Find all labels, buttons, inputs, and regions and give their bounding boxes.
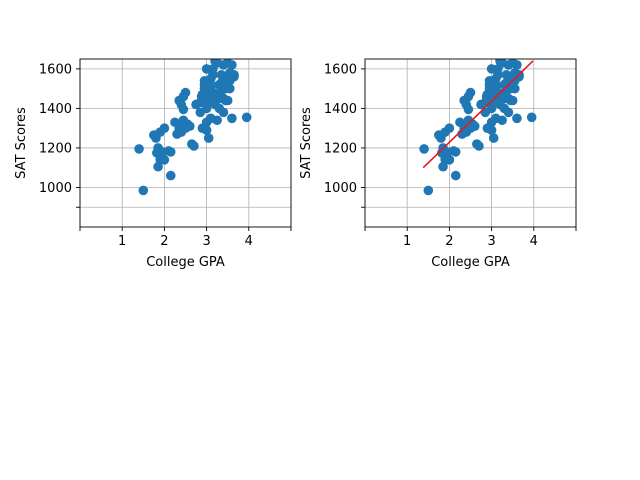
data-point bbox=[189, 141, 199, 151]
data-point bbox=[510, 83, 520, 94]
data-point bbox=[159, 155, 170, 165]
data-point bbox=[134, 144, 144, 154]
data-point bbox=[138, 185, 149, 196]
scatter-plot-right-with-fit: 1 2 3 4 1000 1200 1400 1600 College GPA SAT Score… bbox=[299, 58, 577, 270]
data-point bbox=[201, 64, 212, 74]
data-point bbox=[526, 112, 537, 123]
data-point bbox=[206, 79, 216, 90]
y-axis-label: SAT Scores bbox=[14, 107, 29, 179]
data-point bbox=[227, 113, 237, 124]
data-point bbox=[419, 144, 429, 154]
data-point bbox=[491, 79, 501, 90]
data-point bbox=[423, 185, 434, 196]
data-point bbox=[222, 71, 233, 82]
y-tick-label: 1200 bbox=[324, 141, 357, 156]
data-point bbox=[218, 107, 229, 118]
data-point bbox=[216, 91, 227, 102]
data-point bbox=[165, 147, 176, 157]
data-point bbox=[225, 83, 235, 94]
x-tick-label: 1 bbox=[118, 234, 126, 249]
x-axis-label: College GPA bbox=[431, 255, 510, 270]
y-tick-label: 1200 bbox=[39, 141, 72, 156]
data-point bbox=[241, 112, 252, 123]
data-point bbox=[465, 87, 476, 98]
data-point bbox=[469, 121, 480, 131]
data-point bbox=[153, 161, 163, 172]
data-point bbox=[474, 141, 484, 151]
data-point bbox=[440, 127, 450, 137]
data-point bbox=[497, 115, 507, 126]
data-point bbox=[165, 170, 176, 181]
y-tick-label: 1400 bbox=[39, 102, 72, 117]
x-axis-label: College GPA bbox=[146, 255, 225, 270]
data-point bbox=[450, 170, 461, 181]
x-tick-label: 2 bbox=[160, 234, 168, 249]
y-axis-label: SAT Scores bbox=[299, 107, 314, 179]
data-point bbox=[486, 97, 497, 108]
data-point bbox=[444, 155, 455, 165]
data-point bbox=[201, 97, 212, 108]
data-point bbox=[203, 133, 214, 143]
data-point bbox=[507, 59, 518, 68]
data-points bbox=[134, 59, 252, 196]
data-point bbox=[450, 147, 461, 157]
y-tick-label: 1000 bbox=[324, 181, 357, 196]
y-tick-label: 1600 bbox=[39, 62, 72, 77]
axes-frame bbox=[79, 58, 292, 228]
data-points bbox=[419, 59, 537, 196]
x-tick-label: 4 bbox=[245, 234, 253, 249]
data-point bbox=[155, 127, 165, 137]
data-point bbox=[512, 113, 522, 124]
x-tick-label: 4 bbox=[530, 234, 538, 249]
data-point bbox=[222, 59, 233, 68]
y-tick-label: 1000 bbox=[39, 181, 72, 196]
data-point bbox=[180, 87, 191, 98]
data-point bbox=[501, 91, 512, 102]
scatter-plot-left: 1 2 3 4 1000 1200 1400 1600 College GPA SAT Score… bbox=[14, 58, 292, 270]
data-point bbox=[184, 121, 195, 131]
data-point bbox=[488, 133, 499, 143]
y-tick-label: 1400 bbox=[324, 102, 357, 117]
data-point bbox=[486, 64, 497, 74]
regression-line bbox=[422, 60, 534, 169]
x-tick-label: 3 bbox=[487, 234, 495, 249]
x-tick-label: 2 bbox=[445, 234, 453, 249]
y-tick-label: 1600 bbox=[324, 62, 357, 77]
data-point bbox=[212, 115, 222, 126]
data-point bbox=[503, 107, 514, 118]
x-tick-label: 3 bbox=[202, 234, 210, 249]
axes-frame bbox=[364, 58, 577, 228]
data-point bbox=[438, 161, 448, 172]
x-tick-label: 1 bbox=[403, 234, 411, 249]
